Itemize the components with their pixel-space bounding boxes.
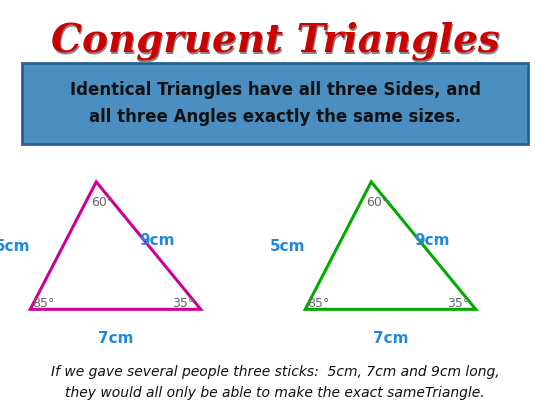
Text: 60°: 60° xyxy=(91,196,113,209)
Text: If we gave several people three sticks:  5cm, 7cm and 9cm long,
they would all o: If we gave several people three sticks: … xyxy=(51,364,499,400)
Text: 7cm: 7cm xyxy=(98,331,133,346)
Text: 5cm: 5cm xyxy=(270,239,305,254)
Text: 7cm: 7cm xyxy=(373,331,408,346)
Text: Congruent Triangles: Congruent Triangles xyxy=(52,23,500,62)
Text: 5cm: 5cm xyxy=(0,239,30,254)
Text: 35°: 35° xyxy=(447,296,469,310)
Text: 85°: 85° xyxy=(307,296,329,310)
Text: Congruent Triangles: Congruent Triangles xyxy=(51,22,499,60)
Text: 85°: 85° xyxy=(32,296,54,310)
Text: 35°: 35° xyxy=(172,296,194,310)
Text: 9cm: 9cm xyxy=(414,233,449,248)
Text: Identical Triangles have all three Sides, and
all three Angles exactly the same : Identical Triangles have all three Sides… xyxy=(69,81,481,126)
Text: 60°: 60° xyxy=(366,196,388,209)
FancyBboxPatch shape xyxy=(22,63,528,144)
Text: 9cm: 9cm xyxy=(139,233,174,248)
